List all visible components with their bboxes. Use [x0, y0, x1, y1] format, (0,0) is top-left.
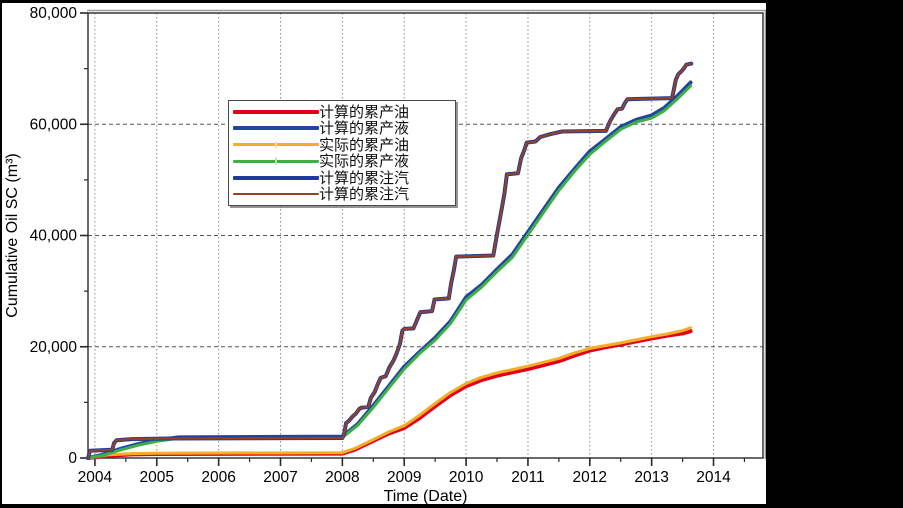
- x-tick-label: 2014: [696, 469, 731, 486]
- legend-swatch-calc-liquid: [233, 126, 319, 131]
- plot-box-shadow: [87, 9, 767, 459]
- legend-line-icon: [233, 175, 319, 180]
- legend-line-icon: [233, 109, 319, 114]
- x-tick-label: 2007: [263, 469, 297, 486]
- legend-marker-icon: [275, 141, 277, 149]
- legend-marker-icon: [275, 157, 277, 165]
- y-tick-label: 20,000: [30, 339, 78, 356]
- legend-label: 计算的累产油: [319, 102, 410, 121]
- y-tick-label: 60,000: [30, 116, 78, 133]
- y-tick-label: 80,000: [30, 5, 78, 22]
- legend-item-actual-oil: 实际的累产油: [229, 137, 455, 153]
- legend-label: 实际的累产液: [319, 152, 410, 171]
- legend: 计算的累产油 计算的累产液 实际的累产油 实际的累产液 计算的累注汽 计算的累注汽: [228, 100, 456, 206]
- legend-line-icon: [233, 193, 319, 196]
- legend-item-calc-liquid: 计算的累产液: [229, 120, 455, 136]
- legend-label: 计算的累注汽: [319, 185, 410, 204]
- legend-line-icon: [233, 126, 319, 131]
- series-line-calc-steam-top: [86, 62, 693, 460]
- x-tick-label: 2006: [201, 469, 235, 486]
- y-tick-label: 0: [68, 450, 77, 467]
- series-line-actual-oil: [86, 326, 693, 460]
- x-tick-label: 2009: [387, 469, 421, 486]
- y-axis-title: Cumulative Oil SC (m³): [4, 153, 21, 317]
- legend-label: 计算的累注汽: [319, 168, 410, 187]
- x-axis-title: Time (Date): [384, 488, 468, 504]
- x-tick-label: 2010: [449, 469, 484, 486]
- x-tick-label: 2005: [140, 469, 174, 486]
- x-tick-label: 2013: [634, 469, 668, 486]
- legend-label: 实际的累产油: [319, 135, 410, 154]
- line-chart: 2004 2005 2006 2007 2008 2009 2010 2011 2012 2013…: [4, 5, 767, 505]
- legend-label: 计算的累产液: [319, 119, 410, 138]
- x-tick-label: 2011: [511, 469, 544, 486]
- x-tick-label: 2004: [78, 469, 113, 486]
- legend-swatch-calc-steam-1: [233, 175, 319, 180]
- legend-swatch-actual-liquid: [233, 157, 319, 165]
- legend-swatch-calc-steam-2: [233, 193, 319, 196]
- legend-item-calc-steam-1: 计算的累注汽: [229, 170, 455, 186]
- y-tick-label: 40,000: [30, 228, 78, 245]
- x-tick-label: 2012: [573, 469, 607, 486]
- legend-swatch-actual-oil: [233, 141, 319, 149]
- x-tick-label: 2008: [325, 469, 359, 486]
- chart-canvas: 2004 2005 2006 2007 2008 2009 2010 2011 2012 2013…: [2, 3, 767, 505]
- legend-swatch-calc-oil: [233, 109, 319, 114]
- legend-item-actual-liquid: 实际的累产液: [229, 153, 455, 169]
- legend-item-calc-oil: 计算的累产油: [229, 104, 455, 120]
- legend-item-calc-steam-2: 计算的累注汽: [229, 186, 455, 202]
